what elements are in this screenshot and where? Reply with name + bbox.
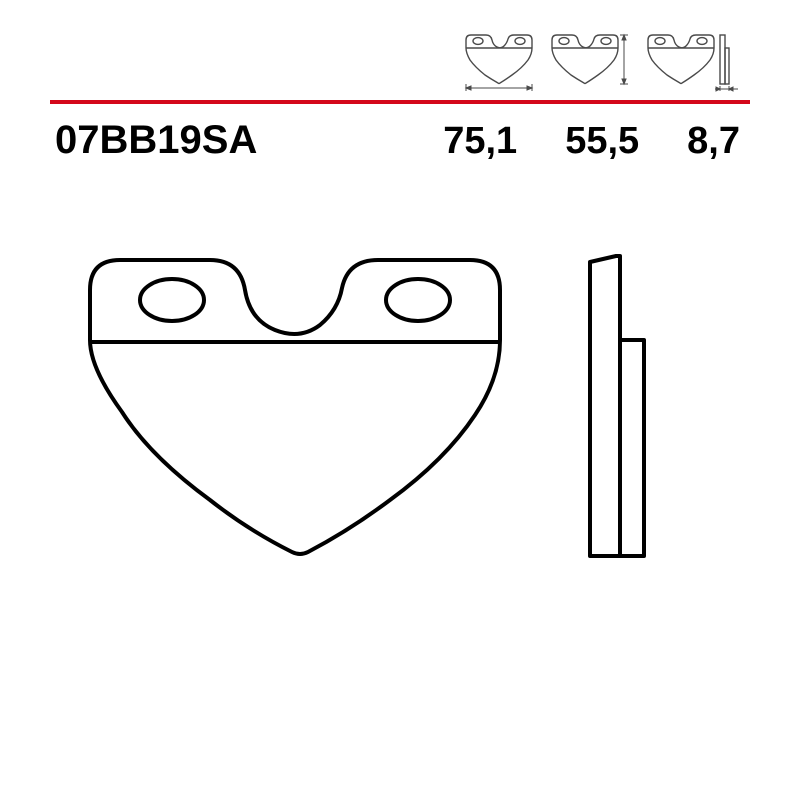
technical-drawing bbox=[50, 220, 750, 770]
divider-rule bbox=[50, 100, 750, 104]
dim-thickness: 8,7 bbox=[687, 120, 740, 163]
width-icon bbox=[460, 30, 538, 97]
dimension-icons-row bbox=[460, 30, 740, 97]
height-icon bbox=[546, 30, 634, 97]
product-spec-diagram: 07BB19SA 75,1 55,5 8,7 bbox=[0, 0, 800, 800]
mount-hole-right bbox=[386, 279, 450, 321]
side-backplate bbox=[590, 256, 620, 556]
drawing-svg bbox=[50, 220, 750, 770]
pad-outline bbox=[90, 260, 500, 554]
dimensions-group: 75,1 55,5 8,7 bbox=[257, 120, 740, 163]
mount-hole-left bbox=[140, 279, 204, 321]
dim-height: 55,5 bbox=[565, 120, 639, 163]
side-friction bbox=[620, 340, 644, 556]
thickness-icon bbox=[642, 30, 740, 97]
part-number: 07BB19SA bbox=[55, 118, 257, 163]
dim-width: 75,1 bbox=[443, 120, 517, 163]
spec-row: 07BB19SA 75,1 55,5 8,7 bbox=[55, 118, 740, 163]
